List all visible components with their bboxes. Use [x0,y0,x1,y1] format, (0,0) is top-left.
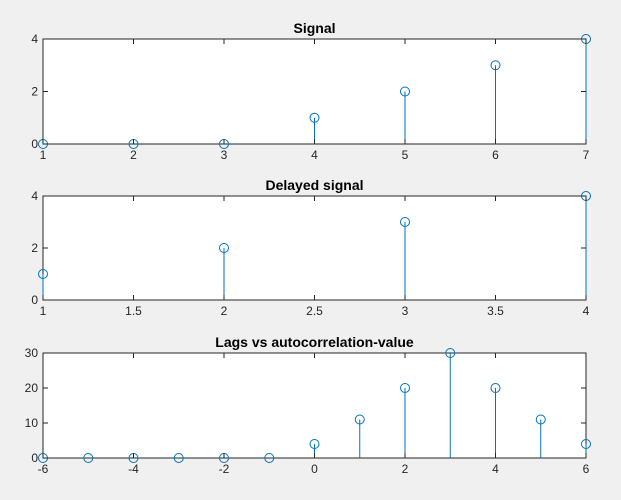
x-tick-label: 2 [402,462,409,476]
stem-marker [535,414,546,425]
stem-marker [309,112,320,123]
x-tick-label: 0 [311,462,318,476]
stem-marker [445,348,456,358]
x-tick-label: 6 [583,462,590,476]
axes-box [42,195,587,301]
stem-marker [400,86,410,97]
y-tick-label: 0 [31,137,38,151]
stem-marker [219,243,229,253]
x-tick-label: -2 [219,462,230,476]
stem-marker [490,60,501,71]
y-tick-label: 4 [31,32,38,46]
axis-ticks: 1 2 3 4 5 6 7 0 2 4 [31,32,589,162]
y-tick-label: 0 [31,293,38,307]
chart-title: Delayed signal [265,177,363,193]
axes-box [42,352,587,459]
chart-title: Signal [293,20,335,36]
x-tick-label: 2 [221,304,228,318]
stem-marker [38,269,48,279]
x-tick-label: 3.5 [487,304,504,318]
stem-marker [309,439,320,449]
y-tick-label: 2 [31,85,38,99]
stem-marker [264,453,275,463]
x-tick-label: 7 [583,148,590,162]
y-tick-label: 10 [25,416,39,430]
stem-marker [354,414,365,425]
subplot-delayed-signal: Delayed signal 1 1.5 2 2.5 3 3.5 4 0 2 4 [31,177,591,318]
stem-marker [400,383,410,393]
axis-ticks: -6 -4 -2 0 2 4 6 0 10 20 30 [25,346,590,476]
x-tick-label: 5 [402,148,409,162]
x-tick-label: 1 [40,148,47,162]
x-tick-label: 2 [130,148,137,162]
y-tick-label: 0 [31,451,38,465]
x-tick-label: 6 [492,148,499,162]
stem-series [38,34,591,149]
x-tick-label: 3 [402,304,409,318]
stem-marker [581,439,591,449]
x-tick-label: 4 [311,148,318,162]
x-tick-label: 1.5 [125,304,142,318]
x-tick-label: 4 [492,462,499,476]
subplot-autocorrelation: Lags vs autocorrelation-value -6 -4 -2 0 2 4 6… [25,334,591,476]
x-tick-label: 1 [40,304,47,318]
stem-marker [173,453,184,463]
x-tick-label: -6 [38,462,49,476]
x-tick-label: 4 [583,304,590,318]
x-tick-label: 2.5 [306,304,323,318]
y-tick-label: 20 [25,381,39,395]
y-tick-label: 2 [31,241,38,255]
axis-ticks: 1 1.5 2 2.5 3 3.5 4 0 2 4 [31,189,589,318]
stem-marker [490,383,501,393]
x-tick-label: -4 [128,462,139,476]
stem-series [38,348,591,463]
x-tick-label: 3 [221,148,228,162]
stem-marker [400,217,410,227]
subplot-signal: Signal 1 2 3 4 5 6 7 0 2 4 [31,20,591,162]
chart-title: Lags vs autocorrelation-value [215,334,414,350]
stem-marker [83,453,94,463]
y-tick-label: 4 [31,189,38,203]
y-tick-label: 30 [25,346,39,360]
